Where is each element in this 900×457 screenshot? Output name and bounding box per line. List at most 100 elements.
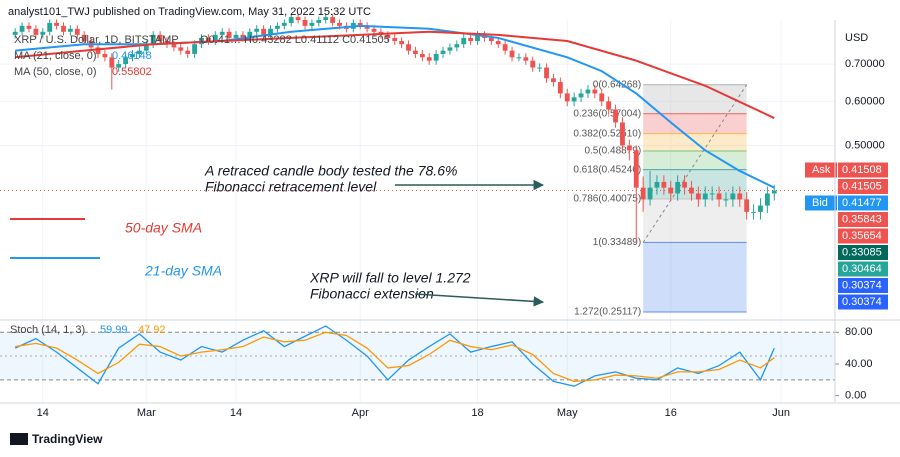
x-tick-label: Apr — [352, 407, 369, 419]
fib-band — [643, 198, 747, 243]
tag-label-box — [805, 162, 837, 178]
candle-body — [454, 44, 460, 48]
candle-body — [626, 145, 632, 151]
candle-body — [178, 47, 184, 51]
candle-body — [537, 67, 543, 69]
fib-band — [643, 242, 747, 312]
candle-body — [54, 22, 60, 26]
symbol: XRP / U.S. Dollar, 1D, BITSTAMP — [14, 34, 179, 46]
candle-body — [364, 25, 370, 29]
currency: USD — [845, 32, 868, 44]
candle-body — [413, 50, 418, 54]
candle-body — [647, 187, 653, 200]
annotation: Fibonacci extension — [310, 286, 434, 302]
candle-body — [143, 44, 149, 51]
candle-body — [274, 25, 280, 29]
candle-body — [171, 44, 177, 48]
ma21-label: MA (21, close, 0) — [14, 50, 97, 62]
candle-body — [240, 34, 246, 38]
stoch-d: 47.92 — [138, 324, 166, 336]
candle-body — [74, 28, 80, 35]
fib-label: 1.272(0.25117) — [574, 307, 641, 318]
candle-body — [771, 190, 777, 194]
price-tag-label: 0.30374 — [842, 279, 882, 291]
candle-body — [185, 50, 191, 54]
price-tag — [838, 245, 888, 260]
candle-body — [323, 17, 329, 20]
arrow — [414, 293, 545, 307]
fib-label: 0.786(0.40075) — [573, 194, 641, 205]
candle-body — [751, 211, 756, 213]
candle-body — [281, 22, 287, 26]
price-tag-label: 0.41505 — [842, 180, 882, 192]
price-tag-label: 0.33085 — [842, 246, 882, 258]
candle-body — [433, 53, 439, 61]
candle-body — [205, 37, 211, 42]
candle-body — [523, 57, 529, 61]
candle-body — [495, 41, 501, 45]
price-tag — [838, 212, 888, 227]
candle-body — [212, 34, 218, 42]
price-tag — [838, 162, 888, 178]
annotation: 50-day SMA — [125, 220, 202, 236]
candle-body — [682, 181, 687, 188]
price-tag — [838, 228, 888, 244]
candle-body — [578, 93, 584, 98]
candle-body — [219, 31, 225, 35]
candle-body — [67, 28, 73, 32]
price-tag-label: 0.30464 — [842, 263, 882, 275]
candle-body — [226, 31, 232, 38]
candle-body — [406, 44, 411, 51]
candle-body — [654, 181, 660, 188]
y-tick-label: 0.70000 — [845, 58, 885, 70]
candle-body — [702, 193, 708, 200]
candle-body — [102, 53, 108, 58]
y-tick-label: 40.00 — [845, 358, 873, 370]
candle-body — [461, 37, 467, 45]
stoch-line — [15, 331, 775, 383]
candle-body — [288, 17, 294, 23]
candle-body — [716, 193, 722, 200]
candle-body — [675, 181, 681, 194]
candle-body — [136, 50, 142, 54]
price-tag-label: 0.30374 — [842, 296, 882, 308]
candle-body — [302, 20, 308, 26]
candle-body — [157, 34, 163, 42]
fib-band — [643, 113, 747, 134]
price-tag-label: 0.35843 — [842, 213, 882, 225]
candle-body — [661, 181, 667, 188]
y-tick-label: 80.00 — [845, 326, 873, 338]
candle-body — [116, 64, 122, 68]
x-tick-label: 14 — [230, 407, 242, 419]
price-tag-label: 0.41508 — [842, 164, 882, 176]
candle-body — [95, 47, 101, 54]
candle-body — [468, 37, 474, 42]
price-tag — [838, 278, 888, 293]
candle-body — [599, 93, 605, 102]
candle-body — [150, 34, 156, 45]
price-tag-label: 0.35654 — [842, 230, 882, 242]
price-tag — [838, 294, 888, 310]
x-tick-label: 16 — [665, 407, 677, 419]
ohlc: O0.41… H0.43282 L0.41112 C0.41505 — [200, 34, 390, 46]
candle-body — [723, 199, 729, 201]
fib-trend — [642, 84, 748, 243]
candle-body — [247, 31, 253, 38]
candle-body — [668, 187, 674, 194]
price-tag-label: 0.41477 — [842, 197, 882, 209]
candle-body — [19, 25, 25, 32]
candle-body — [488, 37, 494, 42]
candle-body — [530, 60, 536, 68]
candle-body — [254, 28, 260, 32]
candle-body — [123, 57, 129, 65]
candle-body — [392, 37, 398, 42]
candle-body — [502, 44, 508, 51]
candle-body — [330, 17, 336, 23]
fib-label: 0.382(0.52510) — [573, 128, 641, 139]
candle-body — [192, 44, 198, 54]
candle-body — [695, 193, 701, 200]
y-tick-label: 0.60000 — [845, 95, 885, 107]
tag-label: Bid — [812, 197, 828, 209]
fib-label: 0.5(0.48879) — [584, 146, 641, 157]
ma50-value: 0.55802 — [112, 66, 152, 78]
